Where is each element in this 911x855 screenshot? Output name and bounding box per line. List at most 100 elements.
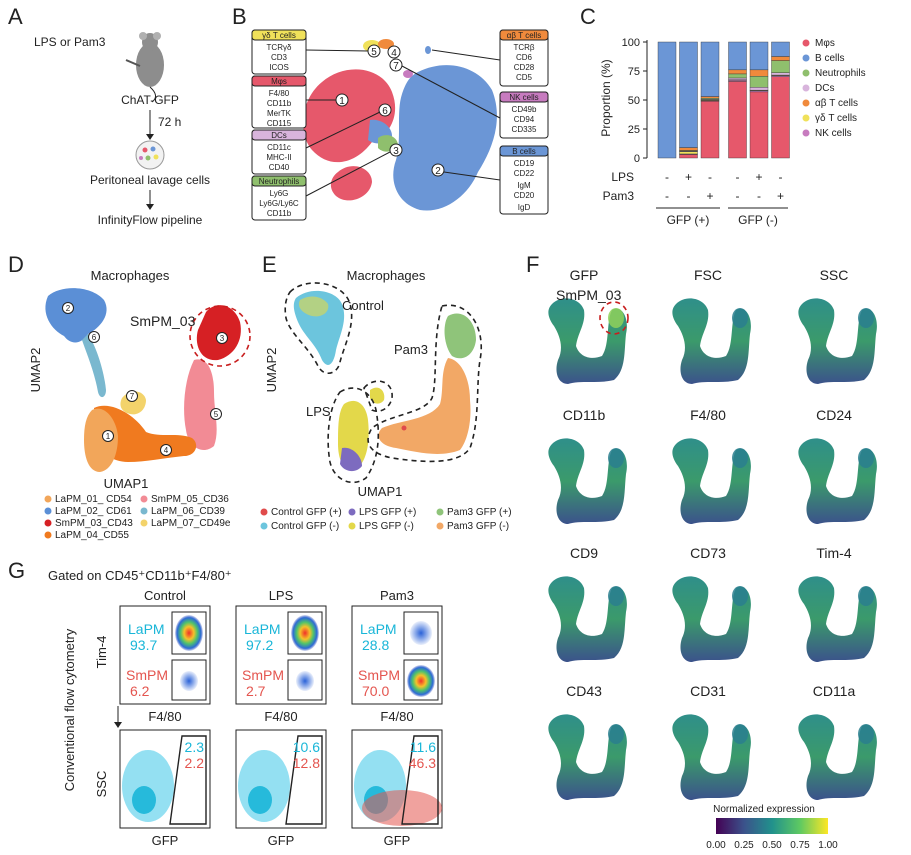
- e-legend-label: LPS GFP (-): [359, 521, 414, 532]
- cluster-id-3: 3: [393, 146, 399, 157]
- f-cb-tick: 0.75: [790, 840, 810, 851]
- g-smpm-label: SmPM: [242, 667, 284, 683]
- f-plot: CD11b: [548, 407, 627, 524]
- f-umap-cluster: [732, 586, 748, 606]
- c-row-pam3: Pam3: [603, 189, 635, 203]
- g-gfp-gate: [401, 735, 439, 825]
- f-plot-title: CD11a: [813, 683, 856, 699]
- c-bar-segment: [679, 151, 698, 155]
- d-legend-label: LaPM_02_ CD61: [55, 506, 132, 517]
- f-grid: GFP FSC SSC CD11b F4/80 CD24 CD9 CD73 Tim-4 CD43 C…: [548, 267, 877, 800]
- c-bar-segment: [749, 41, 769, 71]
- c-bar-segment: [749, 91, 769, 159]
- box-marker: CD22: [514, 169, 535, 178]
- cluster-id-2: 2: [435, 166, 441, 177]
- d-id: 4: [164, 446, 169, 455]
- d-xlabel: UMAP1: [104, 476, 149, 491]
- e-lps-small: [370, 387, 385, 404]
- box-title-mphi: Mφs: [271, 77, 287, 86]
- c-sign-pam3: +: [706, 189, 713, 203]
- g-gfp-lapm-value: 10.6: [293, 739, 320, 755]
- box-nk-cells: NK cells CD49b CD94 CD335: [499, 91, 549, 139]
- f-colorbar-ticks: 0.00 0.25 0.50 0.75 1.00: [706, 840, 838, 851]
- c-bar-segment: [771, 76, 790, 159]
- f-umap-cluster: [732, 724, 748, 744]
- box-neutrophils: Neutrophils Ly6G Ly6G/Ly6C CD11b: [251, 175, 307, 221]
- cluster-id-4: 4: [391, 48, 397, 59]
- d-id: 1: [106, 432, 111, 441]
- e-lps-outline: [327, 387, 380, 484]
- f-plot: CD24: [798, 407, 877, 524]
- f-umap-shape: [548, 438, 627, 524]
- d-legend-swatch: [140, 495, 148, 503]
- d-legend-swatch: [44, 507, 52, 515]
- box-marker: CD94: [514, 115, 535, 124]
- d-title: Macrophages: [91, 268, 170, 283]
- f-umap-shape: [672, 576, 751, 662]
- f-umap-cluster: [608, 308, 624, 328]
- panel-b: B 1 2 3 4 5 6: [232, 4, 549, 221]
- f-umap-shape: [548, 576, 627, 662]
- cluster-id-7: 7: [393, 61, 399, 72]
- box-title-gd-t: γδ T cells: [262, 31, 296, 40]
- e-legend-swatch: [436, 522, 444, 530]
- d-legend-swatch: [44, 495, 52, 503]
- d-cluster-2: [45, 288, 107, 343]
- box-marker: CD5: [516, 73, 533, 82]
- box-title-neutrophils: Neutrophils: [259, 177, 299, 186]
- g-lapm-gate: [287, 611, 323, 655]
- panel-label-d: D: [8, 252, 24, 277]
- box-marker: CD115: [267, 119, 292, 128]
- box-marker: CD335: [512, 125, 537, 134]
- c-legend-swatch: [802, 54, 810, 62]
- g-top-xlabel: F4/80: [264, 709, 297, 724]
- g-lapm-density: [410, 621, 432, 645]
- f-plot: CD73: [672, 545, 751, 662]
- d-id: 6: [92, 333, 97, 342]
- c-group-gfp-pos: GFP (+): [667, 213, 710, 227]
- c-sign-pam3: +: [777, 189, 784, 203]
- g-lapm-value: 93.7: [130, 637, 157, 653]
- f-plot: Tim-4: [798, 545, 877, 662]
- c-sign-pam3: -: [736, 189, 740, 203]
- f-plot: FSC: [672, 267, 751, 384]
- d-legend-label: LaPM_04_CD55: [55, 530, 129, 541]
- f-umap-shape: [672, 298, 751, 384]
- g-lapm-density: [291, 615, 319, 651]
- c-condition-rows: LPS Pam3 - - + - - + - - + - - +: [603, 170, 784, 203]
- g-gate-arrow-head: [114, 722, 122, 728]
- box-marker: Ly6G: [270, 189, 289, 198]
- g-lapm-value: 97.2: [246, 637, 273, 653]
- c-bar-segment: [728, 81, 747, 159]
- e-ylabel: UMAP2: [264, 348, 279, 393]
- d-legend: LaPM_01_ CD54 SmPM_05_CD36 LaPM_02_ CD61 La…: [44, 494, 231, 541]
- e-legend-swatch: [348, 522, 356, 530]
- d-highlight-label: SmPM_03: [130, 313, 196, 329]
- c-legend-swatch: [802, 129, 810, 137]
- c-bar-segment: [728, 41, 747, 71]
- g-gfp-smpm-cloud: [362, 790, 442, 826]
- g-gfp-gate: [285, 735, 323, 825]
- e-legend-swatch: [260, 508, 268, 516]
- f-umap-shape: [672, 714, 751, 800]
- c-ytick: 0: [634, 153, 640, 165]
- c-ylabel: Proportion (%): [599, 59, 613, 136]
- g-bottom-xlabel: GFP: [152, 833, 179, 848]
- g-gfp-neg-core: [132, 786, 156, 814]
- f-plot: CD43: [548, 683, 627, 800]
- e-control-mix: [298, 296, 329, 317]
- c-sign-pam3: -: [687, 189, 691, 203]
- f-plot-title: F4/80: [690, 407, 726, 423]
- box-marker: MHC-II: [266, 153, 291, 162]
- f-colorbar: [716, 818, 828, 834]
- panel-label-f: F: [526, 252, 539, 277]
- g-condition-title: Pam3: [380, 588, 414, 603]
- c-ytick: 50: [628, 95, 640, 107]
- panel-label-b: B: [232, 4, 247, 29]
- d-id: 5: [214, 410, 219, 419]
- f-umap-cluster: [608, 448, 624, 468]
- cluster-nk: [403, 70, 413, 78]
- f-umap-shape: [798, 714, 877, 800]
- f-umap-shape: [672, 438, 751, 524]
